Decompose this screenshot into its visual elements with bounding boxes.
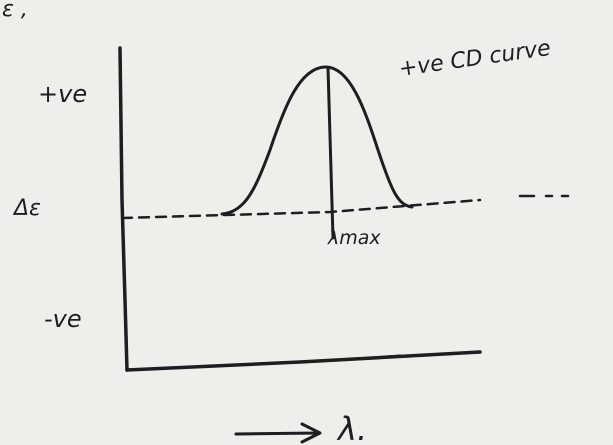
- peak-label: λmax: [327, 227, 381, 249]
- cd-diagram: ε , +ve Δε -ve +ve CD curve λmax λ.: [0, 0, 613, 445]
- wavelength-label: λ.: [336, 410, 367, 445]
- paper: [0, 0, 613, 445]
- negative-label: -ve: [44, 305, 82, 333]
- axis-mark: [372, 356, 400, 358]
- quantity-label: Δε: [12, 196, 41, 221]
- positive-label: +ve: [38, 80, 87, 108]
- header-fragment: ε ,: [2, 0, 28, 22]
